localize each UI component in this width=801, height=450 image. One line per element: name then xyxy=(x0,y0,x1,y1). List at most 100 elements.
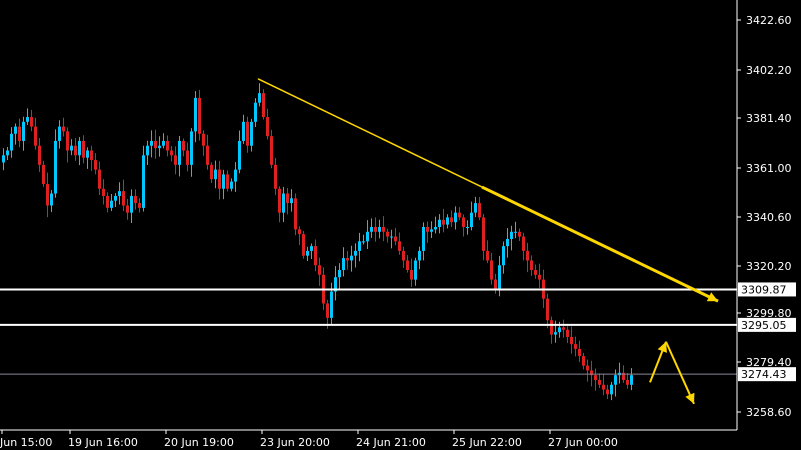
candle-body xyxy=(102,188,105,196)
candle-body xyxy=(502,246,505,266)
candle-body xyxy=(262,93,265,118)
candle-body xyxy=(118,191,121,196)
candle-body xyxy=(14,126,17,134)
candle-body xyxy=(442,219,445,225)
candle-body xyxy=(606,389,609,395)
candle-body xyxy=(286,193,289,204)
candle-body xyxy=(374,226,377,232)
candle-body xyxy=(110,200,113,208)
candle-body xyxy=(578,348,581,357)
time-tick-label: 24 Jun 21:00 xyxy=(356,436,426,449)
candle-body xyxy=(298,229,301,235)
price-tick-label: 3320.20 xyxy=(746,260,792,273)
level-label-box xyxy=(738,282,796,297)
candle-body xyxy=(314,246,317,266)
candle-body xyxy=(590,370,593,376)
candle-body xyxy=(358,241,361,251)
candle-body xyxy=(146,145,149,156)
candle-body xyxy=(530,260,533,271)
candle-body xyxy=(362,241,365,243)
candle-body xyxy=(218,169,221,189)
candle-body xyxy=(450,217,453,223)
candle-body xyxy=(78,140,81,156)
candle-body xyxy=(474,203,477,213)
price-tick-label: 3381.40 xyxy=(746,112,792,125)
candle-body xyxy=(210,164,213,180)
candle-body xyxy=(354,250,357,256)
candle-body xyxy=(158,145,161,149)
price-tick-label: 3422.60 xyxy=(746,14,792,27)
candle-body xyxy=(482,217,485,251)
time-tick-label: 25 Jun 22:00 xyxy=(452,436,522,449)
candle-body xyxy=(6,150,9,156)
candle-body xyxy=(246,121,249,146)
candle-body xyxy=(130,195,133,213)
candle-body xyxy=(506,238,509,247)
candle-body xyxy=(182,140,185,151)
time-tick-label: 20 Jun 19:00 xyxy=(164,436,234,449)
projection-arrowhead xyxy=(657,341,667,353)
candle-body xyxy=(434,226,437,230)
time-tick-label: 27 Jun 00:00 xyxy=(548,436,618,449)
candle-body xyxy=(10,133,13,151)
candle-body xyxy=(546,298,549,321)
candle-body xyxy=(206,145,209,165)
trendline-emphasis xyxy=(481,185,719,303)
candle-body xyxy=(534,270,537,275)
candle-body xyxy=(470,212,473,227)
candle-body xyxy=(398,241,401,251)
candle-body xyxy=(34,126,37,146)
candle-body xyxy=(166,140,169,151)
candle-body xyxy=(382,226,385,232)
candle-body xyxy=(394,236,397,242)
time-tick-label: 19 Jun 16:00 xyxy=(68,436,138,449)
candle-body xyxy=(554,332,557,335)
candle-body xyxy=(346,258,349,261)
candle-body xyxy=(50,193,53,206)
candle-body xyxy=(270,136,273,165)
price-axis: 3422.60 3402.20 3381.40 3361.00 3340.60 3320.… xyxy=(737,14,792,419)
candle-body xyxy=(138,203,141,208)
candles-layer xyxy=(2,83,633,401)
candle-body xyxy=(202,133,205,146)
candle-body xyxy=(18,126,21,141)
candle-body xyxy=(406,260,409,271)
candle-body xyxy=(538,274,541,280)
candle-body xyxy=(162,140,165,146)
candle-body xyxy=(466,226,469,228)
candle-body xyxy=(626,379,629,385)
candle-body xyxy=(66,131,69,151)
candle-body xyxy=(574,344,577,349)
candle-body xyxy=(106,195,109,208)
candle-body xyxy=(334,277,337,292)
time-axis: Jun 15:00 19 Jun 16:00 20 Jun 19:00 23 Jun … xyxy=(0,430,618,449)
candle-body xyxy=(290,198,293,204)
candle-body xyxy=(570,336,573,345)
candle-body xyxy=(614,375,617,385)
candle-body xyxy=(486,250,489,261)
price-tick-label: 3279.40 xyxy=(746,356,792,369)
price-tick-label: 3361.00 xyxy=(746,162,792,175)
candle-body xyxy=(430,229,433,232)
candle-body xyxy=(498,265,501,290)
candle-body xyxy=(142,155,145,208)
price-tick-label: 3340.60 xyxy=(746,211,792,224)
candle-body xyxy=(490,260,493,280)
candle-body xyxy=(598,379,601,385)
candle-body xyxy=(306,250,309,256)
candle-body xyxy=(250,121,253,146)
candle-body xyxy=(114,195,117,201)
candle-body xyxy=(26,117,29,122)
candle-body xyxy=(258,93,261,103)
time-tick-label: Jun 15:00 xyxy=(0,436,52,449)
candle-body xyxy=(454,212,457,223)
candle-body xyxy=(318,265,321,275)
candle-body xyxy=(410,270,413,280)
candle-body xyxy=(194,97,197,132)
candle-body xyxy=(446,217,449,225)
candle-body xyxy=(630,375,633,385)
candle-body xyxy=(550,320,553,335)
candle-body xyxy=(438,219,441,227)
